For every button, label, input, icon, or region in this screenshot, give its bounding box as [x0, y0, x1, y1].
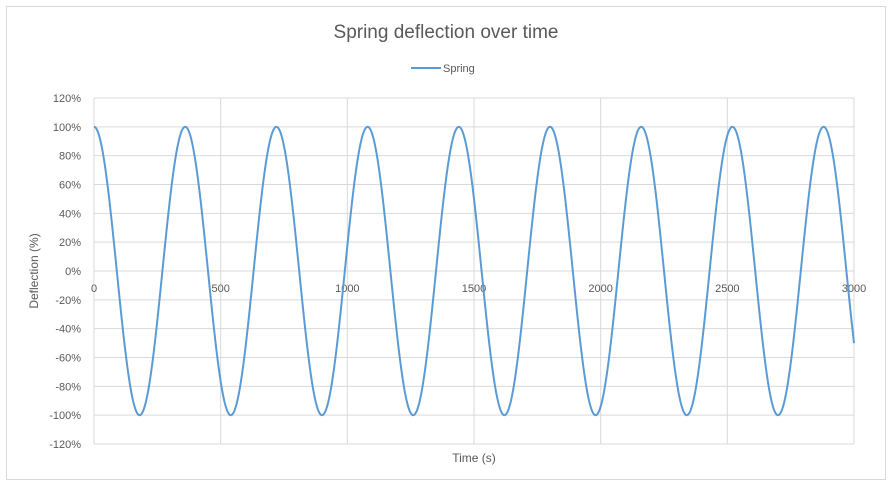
y-tick-label: -80%	[55, 381, 81, 393]
x-axis-title: Time (s)	[452, 451, 496, 465]
y-tick-label: 40%	[59, 208, 81, 220]
x-tick-label: 2000	[588, 283, 612, 295]
y-axis-title: Deflection (%)	[27, 233, 41, 308]
y-tick-label: -40%	[55, 324, 81, 336]
gridlines	[93, 97, 855, 445]
y-tick-label: 80%	[59, 151, 81, 163]
y-tick-label: -120%	[49, 439, 81, 451]
y-tick-label: -100%	[49, 410, 81, 422]
x-tick-label: 1000	[335, 283, 359, 295]
legend-label-spring: Spring	[443, 63, 475, 75]
y-tick-label: 60%	[59, 180, 81, 192]
x-tick-labels: 0 500 1000 1500 2000 2500 3000	[91, 283, 866, 295]
chart-frame	[6, 6, 886, 480]
y-tick-label: 20%	[59, 237, 81, 249]
x-tick-label: 500	[211, 283, 229, 295]
x-tick-label: 3000	[842, 283, 866, 295]
x-tick-label: 0	[91, 283, 97, 295]
y-tick-label: -20%	[55, 295, 81, 307]
y-tick-label: -60%	[55, 353, 81, 365]
x-tick-label: 1500	[462, 283, 486, 295]
series-layer	[93, 125, 855, 417]
y-tick-labels: 120% 100% 80% 60% 40% 20% 0% -20% -40% -60% -80% -1…	[49, 93, 81, 451]
y-tick-label: 0%	[65, 266, 81, 278]
y-tick-label: 100%	[53, 122, 81, 134]
series-line-spring	[93, 125, 855, 417]
y-tick-label: 120%	[53, 93, 81, 105]
x-tick-label: 2500	[715, 283, 739, 295]
legend: Spring	[411, 63, 475, 75]
chart-title: Spring deflection over time	[334, 22, 559, 43]
